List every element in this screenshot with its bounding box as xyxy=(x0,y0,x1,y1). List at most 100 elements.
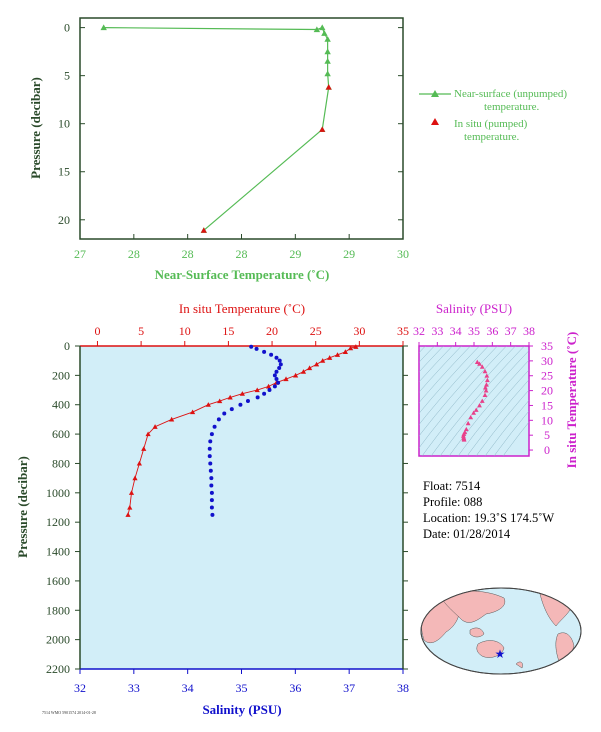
density-contour xyxy=(430,346,525,456)
salinity-marker xyxy=(209,483,214,488)
ts-marker xyxy=(465,420,471,426)
location: Location: 19.3˚S 174.5˚W xyxy=(423,511,555,525)
density-contour xyxy=(493,410,529,456)
ts-y-tick-label: 0 xyxy=(544,443,550,457)
salinity-tick-label: 36 xyxy=(289,681,301,695)
top-x-tick-label: 28 xyxy=(182,247,194,261)
salinity-marker xyxy=(274,369,279,374)
ts-marker xyxy=(479,398,485,403)
salinity-tick-label: 35 xyxy=(236,681,248,695)
salinity-marker xyxy=(207,446,212,451)
ts-marker xyxy=(479,364,485,369)
insitu-temperature-marker xyxy=(127,504,133,510)
ts-marker xyxy=(461,437,467,442)
land-new-zealand xyxy=(515,661,523,669)
salinity-marker xyxy=(274,377,279,382)
salinity-marker xyxy=(262,391,267,396)
land-asia xyxy=(439,590,506,623)
insitu-temperature-line xyxy=(127,346,356,515)
insitu-temperature-marker xyxy=(353,344,359,349)
near-surface-marker xyxy=(321,30,328,36)
near-surface-marker xyxy=(319,24,326,31)
salinity-markers xyxy=(207,344,283,517)
near-surface-marker xyxy=(324,70,331,77)
ts-y-tick-label: 10 xyxy=(541,413,553,427)
insitu-temperature-axis-label: In situ Temperature (˚C) xyxy=(179,301,305,316)
land-indonesia xyxy=(469,627,485,638)
density-contour xyxy=(457,369,529,456)
top-plot-frame xyxy=(79,17,404,240)
ts-marker xyxy=(482,385,488,390)
density-contour xyxy=(502,421,529,456)
ts-x-tick-label: 33 xyxy=(431,324,443,338)
ts-y-tick-label: 5 xyxy=(544,428,550,442)
ts-y-axis-label: In situ Temperature (˚C) xyxy=(564,332,579,469)
density-contour xyxy=(419,346,471,404)
salinity-marker xyxy=(216,417,221,422)
ts-marker xyxy=(463,426,469,432)
insitu-temperature-marker xyxy=(334,352,341,357)
pressure-tick-label: 2000 xyxy=(46,633,70,647)
temp-tick-label: 25 xyxy=(310,324,322,338)
salinity-marker xyxy=(277,358,282,363)
insitu-temperature-marker xyxy=(136,460,142,466)
legend-entry-2-line1: In situ (pumped) xyxy=(454,118,528,130)
salinity-marker xyxy=(269,352,274,357)
pressure-tick-label: 1600 xyxy=(46,574,70,588)
salinity-tick-label: 34 xyxy=(182,681,194,695)
salinity-marker xyxy=(267,388,272,393)
pressure-axis: 0 200 400 600 800 1000 1200 1400 1600 1800 2000 220… xyxy=(46,339,408,676)
float-info: Float: 7514 Profile: 088 Location: 19.3˚… xyxy=(423,478,554,542)
salinity-axis: 32 33 34 35 36 37 38 xyxy=(74,669,409,695)
ts-x-tick-label: 35 xyxy=(468,324,480,338)
salinity-marker xyxy=(278,362,283,367)
ts-y-tick-label: 15 xyxy=(541,398,553,412)
insitu-temperature-marker xyxy=(320,358,326,363)
ts-x-tick-label: 38 xyxy=(523,324,535,338)
salinity-tick-label: 33 xyxy=(128,681,140,695)
insitu-temperature-marker xyxy=(300,369,307,374)
density-contour xyxy=(419,346,498,437)
insitu-temperature-marker xyxy=(265,383,272,389)
density-contour xyxy=(475,389,529,456)
legend-near-surface-marker xyxy=(431,90,439,97)
salinity-marker xyxy=(262,349,267,354)
salinity-marker xyxy=(208,461,213,466)
top-x-tick-label: 29 xyxy=(289,247,301,261)
salinity-tick-label: 37 xyxy=(343,681,355,695)
density-contour xyxy=(419,346,507,449)
ts-marker xyxy=(474,359,480,364)
top-x-axis: 27 28 28 28 29 29 30 xyxy=(74,234,409,261)
insitu-marker xyxy=(200,227,207,233)
insitu-marker xyxy=(325,84,332,90)
temp-tick-label: 30 xyxy=(353,324,365,338)
pressure-tick-label: 1200 xyxy=(46,515,70,529)
ts-markers xyxy=(460,359,490,442)
top-y-tick-label: 0 xyxy=(64,21,70,35)
insitu-temperature-marker xyxy=(190,409,196,415)
insitu-marker xyxy=(319,126,326,132)
insitu-temperature-marker xyxy=(327,355,333,360)
insitu-temperature-marker xyxy=(205,402,211,407)
ts-marker xyxy=(477,361,482,366)
ts-salinity-axis: 32 33 34 35 36 37 38 xyxy=(413,324,535,346)
density-contour xyxy=(421,346,516,456)
salinity-tick-label: 38 xyxy=(397,681,409,695)
temp-tick-label: 10 xyxy=(179,324,191,338)
insitu-temperature-marker xyxy=(132,475,138,481)
insitu-temperature-axis: 0 5 10 15 20 25 30 35 xyxy=(94,324,409,346)
insitu-temperature-marker xyxy=(348,345,354,351)
salinity-marker xyxy=(277,366,282,371)
legend: Near-surface (unpumped) temperature. In … xyxy=(419,88,567,143)
salinity-marker xyxy=(254,346,259,351)
density-contour xyxy=(448,359,529,456)
top-y-tick-label: 5 xyxy=(64,69,70,83)
salinity-marker xyxy=(209,498,214,503)
pressure-tick-label: 1000 xyxy=(46,486,70,500)
ts-x-tick-label: 34 xyxy=(450,324,462,338)
ts-marker xyxy=(484,373,490,378)
salinity-marker xyxy=(209,505,214,510)
